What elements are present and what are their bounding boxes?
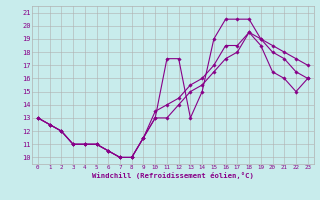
X-axis label: Windchill (Refroidissement éolien,°C): Windchill (Refroidissement éolien,°C) bbox=[92, 172, 254, 179]
